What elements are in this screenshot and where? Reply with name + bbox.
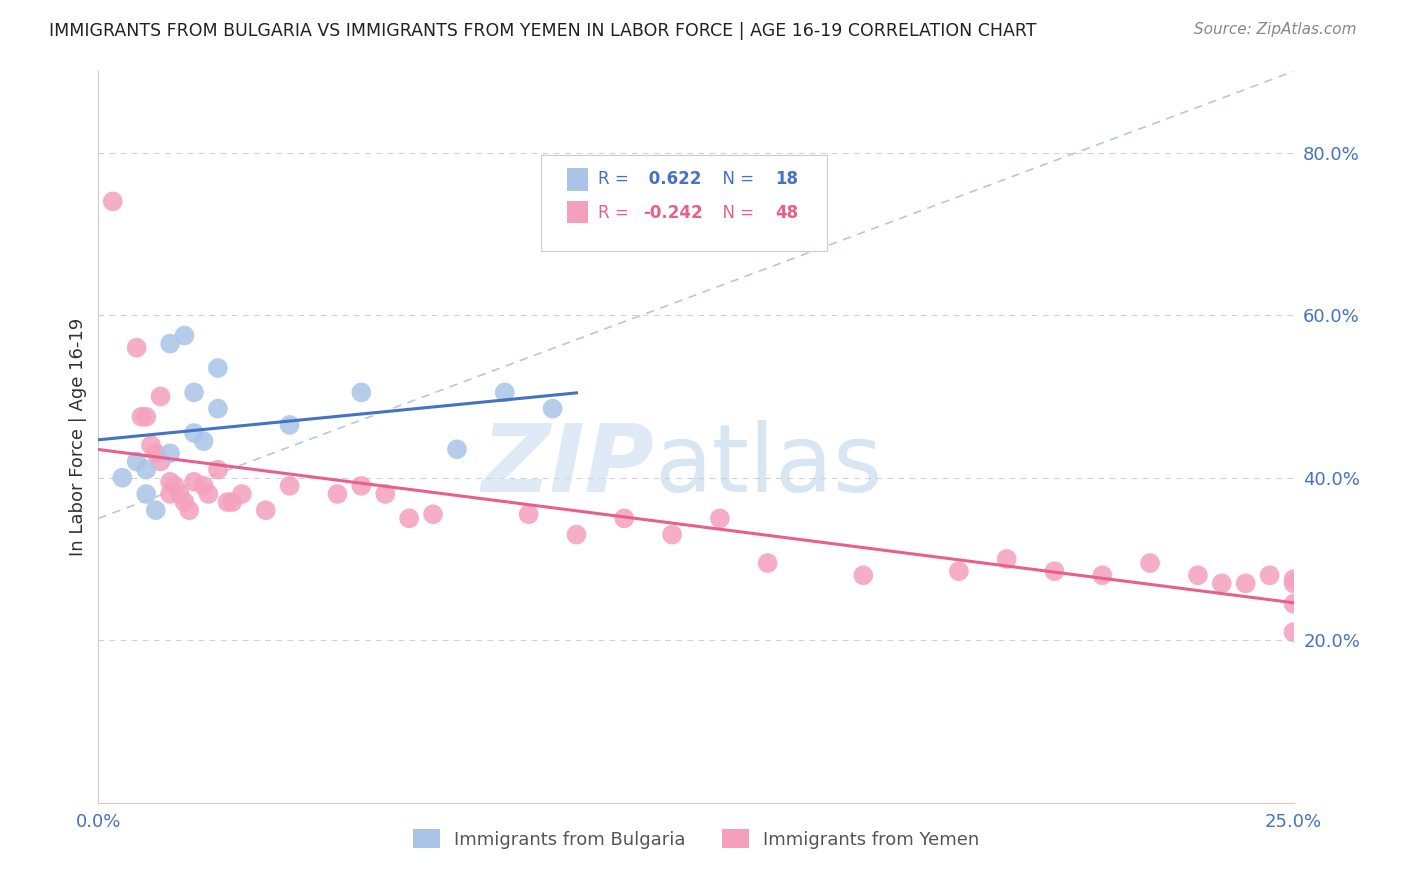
Point [948,564,970,578]
Point [1282,572,1305,586]
Point [173,495,195,509]
Point [159,475,181,489]
Text: N =: N = [711,203,759,221]
Point [1282,625,1305,640]
Text: N =: N = [711,169,759,188]
Text: ZIP: ZIP [481,420,654,512]
FancyBboxPatch shape [567,169,589,191]
Text: 48: 48 [775,203,799,221]
Point [139,438,162,452]
Point [278,417,301,432]
Text: IMMIGRANTS FROM BULGARIA VS IMMIGRANTS FROM YEMEN IN LABOR FORCE | AGE 16-19 COR: IMMIGRANTS FROM BULGARIA VS IMMIGRANTS F… [49,22,1036,40]
Text: 18: 18 [775,169,797,188]
Text: R =: R = [598,203,634,221]
Point [183,425,205,440]
Point [125,341,148,355]
Point [149,389,172,403]
Point [135,487,157,501]
Point [1043,564,1066,578]
Point [1234,576,1257,591]
Point [254,503,277,517]
Point [517,508,540,522]
Point [398,511,420,525]
Point [159,336,181,351]
Point [374,487,396,501]
Text: 0.622: 0.622 [644,169,702,188]
Point [541,401,564,416]
Point [1282,576,1305,591]
Point [159,487,181,501]
Point [565,527,588,541]
Point [135,462,157,476]
Point [756,556,779,570]
Point [1139,556,1161,570]
Text: R =: R = [598,169,634,188]
Y-axis label: In Labor Force | Age 16-19: In Labor Force | Age 16-19 [69,318,87,557]
Point [1282,597,1305,611]
Point [1091,568,1114,582]
Point [101,194,124,209]
Point [278,479,301,493]
Point [1187,568,1209,582]
FancyBboxPatch shape [541,155,827,251]
Point [179,503,201,517]
Point [125,454,148,468]
Point [326,487,349,501]
FancyBboxPatch shape [567,201,589,223]
Point [183,385,205,400]
Point [145,503,167,517]
Point [173,328,195,343]
Point [231,487,253,501]
Point [207,401,229,416]
Point [135,409,157,424]
Text: Source: ZipAtlas.com: Source: ZipAtlas.com [1194,22,1357,37]
Point [207,361,229,376]
Point [1258,568,1281,582]
Point [852,568,875,582]
Point [193,479,215,493]
Point [169,487,191,501]
Point [613,511,636,525]
Point [217,495,239,509]
Point [422,508,444,522]
Point [995,552,1018,566]
Point [221,495,243,509]
Point [494,385,516,400]
Point [131,409,153,424]
Point [193,434,215,449]
Point [446,442,468,457]
Point [350,385,373,400]
Point [350,479,373,493]
Point [661,527,683,541]
Point [163,479,186,493]
Text: atlas: atlas [654,420,883,512]
Point [159,446,181,460]
Legend: Immigrants from Bulgaria, Immigrants from Yemen: Immigrants from Bulgaria, Immigrants fro… [405,822,987,856]
Point [709,511,731,525]
Point [149,454,172,468]
Point [111,471,134,485]
Point [1211,576,1233,591]
Point [197,487,219,501]
Point [207,462,229,476]
Point [183,475,205,489]
Point [145,446,167,460]
Text: -0.242: -0.242 [644,203,703,221]
